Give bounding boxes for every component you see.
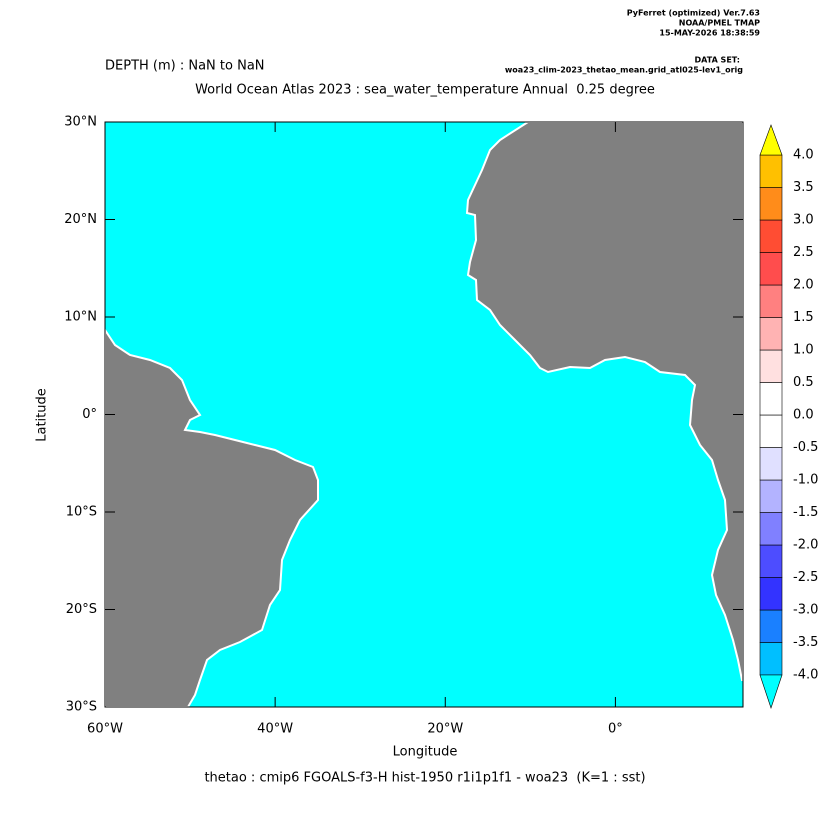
program-label: PyFerret (optimized) Ver.7.63 <box>627 9 760 18</box>
colorbar-box <box>759 609 783 643</box>
colorbar-box <box>759 414 783 448</box>
colorbar-box <box>759 382 783 416</box>
colorbar-box <box>759 479 783 513</box>
dataset-name: woa23_clim-2023_thetao_mean.grid_atl025-… <box>505 66 743 75</box>
colorbar-label: 3.5 <box>793 180 814 195</box>
colorbar-box <box>759 447 783 481</box>
colorbar-label: 1.0 <box>793 343 814 358</box>
dataset-label: DATA SET: <box>695 56 740 65</box>
land <box>465 121 744 681</box>
x-tick-label: 60°W <box>87 722 123 737</box>
y-tick-label: 0° <box>82 407 97 422</box>
colorbar-label: -0.5 <box>793 440 818 455</box>
y-tick-label: 20°N <box>64 212 97 227</box>
colorbar-box <box>759 349 783 383</box>
colorbar-label: 2.0 <box>793 278 814 293</box>
colorbar-label: -2.0 <box>793 538 818 553</box>
colorbar-label: -2.5 <box>793 570 818 585</box>
colorbar-box <box>759 154 783 188</box>
y-axis-label: Latitude <box>35 388 50 442</box>
colorbar-label: -3.0 <box>793 603 818 618</box>
colorbar-box <box>759 577 783 611</box>
colorbar-box <box>759 187 783 221</box>
y-tick-label: 10°S <box>66 505 97 520</box>
colorbar-under <box>759 674 783 709</box>
colorbar-label: 1.5 <box>793 310 814 325</box>
colorbar-label: -1.5 <box>793 505 818 520</box>
colorbar-box <box>759 317 783 351</box>
colorbar-box <box>759 544 783 578</box>
y-tick-label: 20°S <box>66 602 97 617</box>
y-tick-label: 10°N <box>64 310 97 325</box>
colorbar-label: 0.0 <box>793 408 814 423</box>
colorbar-box <box>759 219 783 253</box>
colorbar-label: -4.0 <box>793 668 818 683</box>
chart-subtitle: World Ocean Atlas 2023 : sea_water_tempe… <box>195 83 655 98</box>
y-tick-label: 30°N <box>64 115 97 130</box>
colorbar-label: -3.5 <box>793 635 818 650</box>
x-tick-label: 20°W <box>427 722 463 737</box>
colorbar-box <box>759 642 783 676</box>
lab-label: NOAA/PMEL TMAP <box>679 19 760 28</box>
land <box>104 326 319 708</box>
x-tick-label: 0° <box>608 722 623 737</box>
map-area <box>104 121 744 708</box>
colorbar-label: 2.5 <box>793 245 814 260</box>
x-axis-label: Longitude <box>393 745 458 760</box>
colorbar-over <box>759 124 783 156</box>
timestamp: 15-MAY-2026 18:38:59 <box>659 29 760 38</box>
colorbar-label: 0.5 <box>793 375 814 390</box>
x-tick-label: 40°W <box>257 722 293 737</box>
footer: thetao : cmip6 FGOALS-f3-H hist-1950 r1i… <box>204 771 645 786</box>
colorbar-label: 4.0 <box>793 148 814 163</box>
colorbar-box <box>759 252 783 286</box>
chart-title: DEPTH (m) : NaN to NaN <box>105 59 265 74</box>
colorbar-box <box>759 512 783 546</box>
colorbar-box <box>759 284 783 318</box>
colorbar-label: 3.0 <box>793 213 814 228</box>
colorbar-label: -1.0 <box>793 473 818 488</box>
y-tick-label: 30°S <box>66 700 97 715</box>
